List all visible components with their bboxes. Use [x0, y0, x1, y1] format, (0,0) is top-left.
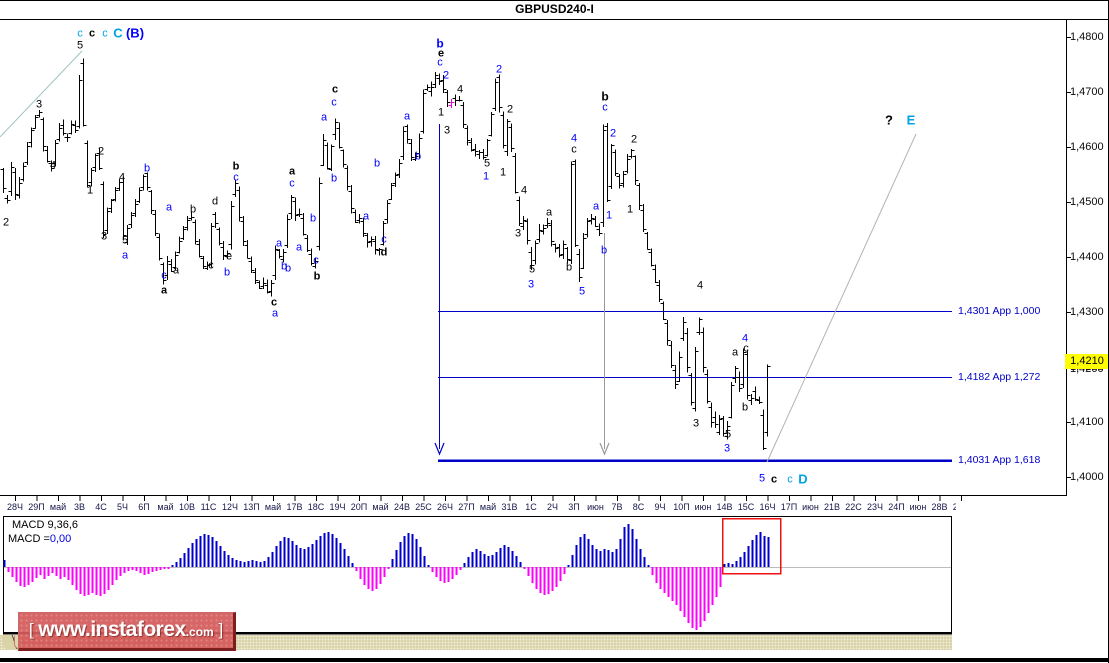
instaforex-watermark: [ www.instaforex.com ]: [18, 612, 236, 651]
x-axis-tick: 21В: [823, 502, 841, 512]
x-axis-tick: май: [157, 502, 174, 512]
x-axis-tick: 2Ч: [546, 502, 559, 512]
x-axis-tick: 28Ч: [6, 502, 24, 512]
x-axis-tick: 24П: [888, 502, 905, 512]
x-axis-tick: июн: [909, 502, 927, 512]
fib-level-label-1272: 1,4182 App 1,272: [958, 371, 1041, 383]
bottom-divider: [0, 658, 1108, 662]
current-price-badge: 1,4210: [1065, 354, 1108, 369]
x-axis-tick: 10В: [178, 502, 196, 512]
x-axis-tick: 14В: [716, 502, 733, 512]
x-axis-tick: 19Ч: [329, 502, 346, 512]
logo-bracket-close: ]: [213, 620, 224, 639]
x-axis-tick: 20П: [350, 502, 368, 512]
x-axis-tick: 17П: [780, 502, 798, 512]
x-axis-tick: 15С: [737, 502, 755, 512]
x-axis-tick: 1С: [525, 502, 537, 512]
x-axis-tick: 22С: [845, 502, 862, 512]
x-axis-tick: июн: [587, 502, 604, 512]
x-axis-labels: 28Ч 29П май 3В 4С 5Ч 6П май 10В 11С 12Ч 13П май 17В 18…: [0, 500, 956, 514]
x-axis-tick: 27П: [458, 502, 475, 512]
x-axis-tick: 26Ч: [436, 502, 454, 512]
indicator-tabs-strip: [0, 635, 952, 650]
x-axis-tick: май: [479, 502, 497, 512]
x-axis-tick: 4С: [95, 502, 107, 512]
x-axis-tick: 11С: [200, 502, 217, 512]
x-axis-tick: 3П: [568, 502, 580, 512]
x-axis-tick: 16Ч: [759, 502, 776, 512]
x-axis-tick: 6П: [138, 502, 150, 512]
x-axis-tick: 17В: [286, 502, 303, 512]
x-axis-tick: 18С: [307, 502, 325, 512]
macd-indicator-value: MACD =0,00: [8, 533, 71, 545]
x-axis-tick: июн: [802, 502, 819, 512]
x-axis-tick: 29П: [28, 502, 45, 512]
fib-level-label-1618: 1,4031 App 1,618: [958, 454, 1041, 466]
logo-tld-text: .com: [185, 625, 214, 639]
x-axis-tick: 8С: [632, 502, 645, 512]
logo-domain-text: www.instaforex: [38, 618, 186, 641]
x-axis-tick: 23Ч: [866, 502, 884, 512]
x-axis-tick: 31В: [501, 502, 518, 512]
x-axis-tick: 13П: [243, 502, 260, 512]
x-axis-tick: 24В: [393, 502, 411, 512]
x-axis-tick: 10П: [673, 502, 690, 512]
x-axis-tick: 28В: [931, 502, 948, 512]
fib-level-label-1000: 1,4301 App 1,000: [958, 305, 1041, 317]
logo-bracket-open: [: [28, 620, 39, 639]
x-axis-tick: июн: [694, 502, 712, 512]
x-axis-tick: 7В: [611, 502, 623, 512]
x-axis-tick: май: [49, 502, 67, 512]
chart-title-bar: GBPUSD240-I: [0, 1, 1108, 20]
macd-value-number: 0,00: [49, 533, 72, 545]
x-axis-tick: 12Ч: [221, 502, 239, 512]
x-axis-tick: 5Ч: [116, 502, 129, 512]
x-axis-tick: 25С: [415, 502, 432, 512]
x-axis-tick: май: [372, 502, 389, 512]
macd-indicator-title: MACD 9,36,6: [12, 519, 79, 531]
page-title: GBPUSD240-I: [515, 2, 594, 16]
x-axis-tick: 3В: [73, 502, 86, 512]
macd-value-prefix: MACD =: [8, 533, 50, 545]
x-axis-tick: 9Ч: [654, 502, 666, 512]
x-axis-tick: май: [264, 502, 282, 512]
x-axis-tick: 29С: [953, 502, 956, 512]
